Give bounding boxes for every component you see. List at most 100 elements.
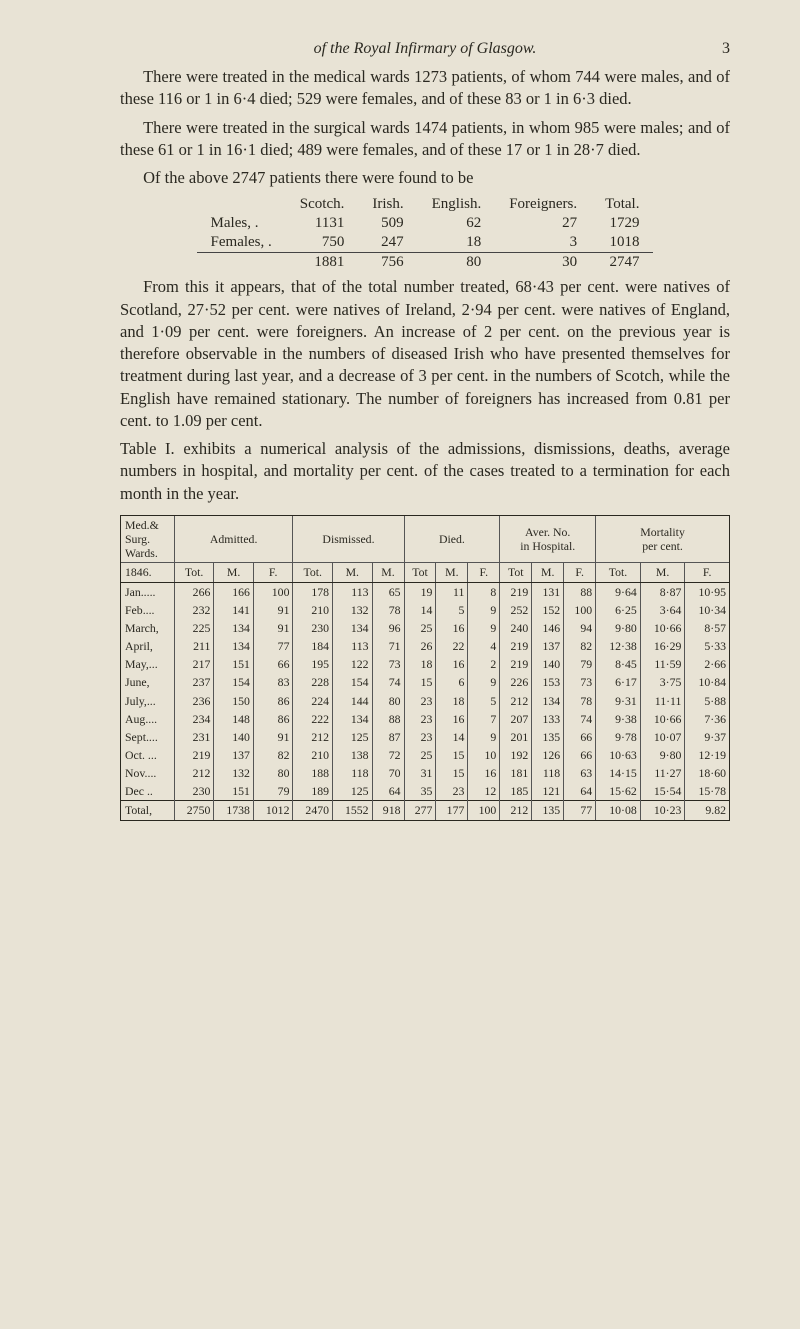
cell: 9·37 — [685, 728, 729, 746]
sh: F. — [468, 563, 500, 582]
cell: Females, . — [197, 233, 286, 253]
cell: 9·78 — [596, 728, 641, 746]
cell: 2747 — [591, 253, 653, 273]
monthly-table-wrap: Med.& Surg. Wards. Admitted. Dismissed. … — [120, 515, 730, 821]
cell: 230 — [174, 782, 214, 801]
cell: 185 — [500, 782, 532, 801]
cell: 18 — [436, 692, 468, 710]
cell: 86 — [253, 710, 293, 728]
cell: 30 — [495, 253, 591, 273]
origins-table: Scotch. Irish. English. Foreigners. Tota… — [197, 195, 654, 272]
sh: Tot. — [174, 563, 214, 582]
cell: 228 — [293, 673, 333, 691]
cell: 73 — [372, 655, 404, 673]
sh: F. — [253, 563, 293, 582]
row-label: Sept.... — [121, 728, 174, 746]
table-row: Total,2750173810122470155291827717710021… — [121, 801, 729, 820]
page: of the Royal Infirmary of Glasgow. 3 The… — [0, 0, 800, 1329]
sh: Tot. — [596, 563, 641, 582]
monthly-table: Med.& Surg. Wards. Admitted. Dismissed. … — [121, 516, 729, 820]
cell: 189 — [293, 782, 333, 801]
table-row: Aug....234148862221348823167207133749·38… — [121, 710, 729, 728]
cell: 118 — [333, 764, 373, 782]
cell: 23 — [404, 692, 436, 710]
cell: 134 — [214, 637, 254, 655]
cell: 64 — [564, 782, 596, 801]
page-number: 3 — [722, 40, 730, 58]
cell: 212 — [293, 728, 333, 746]
cell: 22 — [436, 637, 468, 655]
cell: 252 — [500, 601, 532, 619]
cell: 2 — [468, 655, 500, 673]
cell: 66 — [253, 655, 293, 673]
cell: 6·17 — [596, 673, 641, 691]
cell: 3·64 — [640, 601, 685, 619]
cell: 181 — [500, 764, 532, 782]
cell: 134 — [214, 619, 254, 637]
cell: 5·33 — [685, 637, 729, 655]
cell: 7·36 — [685, 710, 729, 728]
cell: 177 — [436, 801, 468, 820]
row-label: July,... — [121, 692, 174, 710]
cell: 64 — [372, 782, 404, 801]
cell: 134 — [333, 619, 373, 637]
cell: 10·34 — [685, 601, 729, 619]
cell: 11·11 — [640, 692, 685, 710]
cell: 6 — [436, 673, 468, 691]
sh: M. — [436, 563, 468, 582]
sh: M. — [214, 563, 254, 582]
cell: 16 — [468, 764, 500, 782]
cell: 11 — [436, 582, 468, 601]
cell: 151 — [214, 655, 254, 673]
grp-dismissed: Dismissed. — [293, 516, 404, 563]
cell: 1738 — [214, 801, 254, 820]
row-label: Dec .. — [121, 782, 174, 801]
table-row: June,23715483228154741569226153736·173·7… — [121, 673, 729, 691]
cell: 88 — [564, 582, 596, 601]
cell: 152 — [532, 601, 564, 619]
cell: 113 — [333, 582, 373, 601]
sh: M. — [372, 563, 404, 582]
cell: 222 — [293, 710, 333, 728]
origins-h4: Foreigners. — [495, 195, 591, 214]
row-label: June, — [121, 673, 174, 691]
cell: 3 — [495, 233, 591, 253]
cell: 1729 — [591, 214, 653, 233]
cell: 188 — [293, 764, 333, 782]
cell: 96 — [372, 619, 404, 637]
cell: 63 — [564, 764, 596, 782]
cell: 12 — [468, 782, 500, 801]
cell: 5 — [468, 692, 500, 710]
cell: 10·63 — [596, 746, 641, 764]
cell: 16·29 — [640, 637, 685, 655]
cell: 10·66 — [640, 619, 685, 637]
cell: 2·66 — [685, 655, 729, 673]
cell: 134 — [532, 692, 564, 710]
cell: 148 — [214, 710, 254, 728]
cell: 18 — [418, 233, 496, 253]
cell: 166 — [214, 582, 254, 601]
cell: 9·31 — [596, 692, 641, 710]
cell: 8·87 — [640, 582, 685, 601]
cell: 71 — [372, 637, 404, 655]
cell: 23 — [404, 710, 436, 728]
cell: 82 — [253, 746, 293, 764]
cell: 82 — [564, 637, 596, 655]
cell: 153 — [532, 673, 564, 691]
cell: 8·57 — [685, 619, 729, 637]
table-row: April,2111347718411371262242191378212·38… — [121, 637, 729, 655]
row-label: Feb.... — [121, 601, 174, 619]
origins-header-row: Scotch. Irish. English. Foreigners. Tota… — [197, 195, 654, 214]
table-row: Dec ..23015179189125643523121851216415·6… — [121, 782, 729, 801]
sh: M. — [333, 563, 373, 582]
origins-row-males: Males, . 1131 509 62 27 1729 — [197, 214, 654, 233]
cell: 62 — [418, 214, 496, 233]
row-label: March, — [121, 619, 174, 637]
table-row: March,225134912301349625169240146949·801… — [121, 619, 729, 637]
cell: 83 — [253, 673, 293, 691]
cell: 10·08 — [596, 801, 641, 820]
cell: 137 — [532, 637, 564, 655]
cell: 73 — [564, 673, 596, 691]
cell: 3·75 — [640, 673, 685, 691]
cell: 5 — [436, 601, 468, 619]
